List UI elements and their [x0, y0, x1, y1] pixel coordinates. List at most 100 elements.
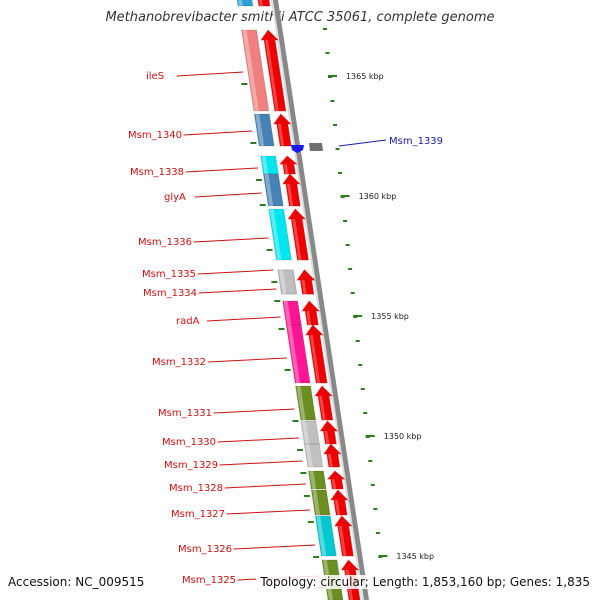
gene-bar[interactable]	[294, 385, 317, 421]
major-tick	[327, 75, 337, 77]
gene-label[interactable]: Msm_1338	[130, 167, 184, 178]
gene-arrow[interactable]	[278, 155, 299, 175]
gene-arrow[interactable]	[281, 173, 302, 207]
gene-marker	[296, 449, 303, 451]
gene-arrow[interactable]	[333, 515, 354, 557]
tick-mark	[358, 364, 363, 366]
accession-text: Accession: NC_009515	[8, 575, 145, 589]
gene-arrow[interactable]	[287, 208, 310, 261]
gene-arrow[interactable]	[304, 324, 328, 384]
gene-label[interactable]: Msm_1332	[152, 357, 206, 368]
gene-marker	[259, 204, 266, 206]
gene-arrow-shine	[301, 280, 307, 294]
gene-bar[interactable]	[235, 0, 254, 7]
gene-arrow-shine	[306, 311, 312, 325]
gene-arrow[interactable]	[326, 470, 347, 490]
tick-mark	[360, 388, 365, 390]
gene-bar[interactable]	[314, 515, 337, 557]
gene-feature[interactable]	[240, 29, 287, 112]
gene-arrow[interactable]	[296, 269, 316, 295]
gene-feature[interactable]	[285, 324, 328, 384]
gene-feature[interactable]	[262, 173, 302, 207]
gene-label[interactable]: Msm_1340	[128, 130, 182, 141]
gene-marker	[250, 142, 257, 144]
gene-arrow-shine	[286, 184, 294, 206]
gene-leader-line	[224, 483, 306, 489]
gene-feature[interactable]	[303, 443, 343, 468]
gene-arrow[interactable]	[329, 489, 350, 516]
gene-labels: ileS Msm_1340 Msm_1338 glyA Msm_1336 Msm_1335…	[128, 71, 443, 589]
gene-feature[interactable]	[253, 113, 293, 147]
gene-feature[interactable]	[307, 470, 347, 490]
gene-label[interactable]: Msm_1327	[171, 509, 225, 520]
scale-tick-label: 1360 kbp	[359, 192, 397, 201]
genome-title: Methanobrevibacter smithii ATCC 35061, c…	[105, 10, 495, 25]
reverse-gene-feature[interactable]	[291, 143, 323, 153]
gene-arrow-shine	[309, 335, 321, 383]
gene-bar-shine	[264, 174, 274, 206]
gene-label[interactable]: radA	[176, 316, 200, 327]
gene-leader-line	[217, 437, 299, 443]
gene-label[interactable]: Msm_1331	[158, 408, 212, 419]
gene-arrow-shine	[292, 219, 302, 260]
scale-tick-label: 1350 kbp	[384, 432, 422, 441]
gene-feature[interactable]	[314, 515, 354, 557]
gene-feature[interactable]	[260, 155, 299, 175]
gene-arrow[interactable]	[260, 29, 287, 112]
gene-marker	[313, 556, 320, 558]
gene-feature[interactable]	[268, 208, 310, 261]
reverse-gene-bar[interactable]	[309, 143, 323, 151]
gene-feature[interactable]	[277, 269, 316, 295]
gene-leader-line	[219, 460, 303, 466]
gene-label[interactable]: ileS	[146, 71, 164, 82]
gene-feature[interactable]	[310, 489, 350, 516]
scale-tick-label: 1345 kbp	[396, 552, 434, 561]
gene-bar[interactable]	[285, 324, 311, 384]
gene-bar[interactable]	[277, 269, 298, 295]
gene-leader-line	[226, 509, 310, 515]
reverse-gene-arrow[interactable]	[291, 145, 304, 153]
reverse-gene-label[interactable]: Msm_1339	[389, 136, 443, 147]
tick-mark	[355, 340, 360, 342]
gene-label[interactable]: Msm_1326	[178, 544, 232, 555]
tick-mark	[363, 412, 368, 414]
gene-arrow[interactable]	[255, 0, 272, 7]
gene-label[interactable]: Msm_1328	[169, 483, 223, 494]
gene-leader-line	[183, 130, 253, 136]
gene-feature[interactable]	[282, 300, 321, 326]
gene-bar[interactable]	[307, 470, 327, 490]
gene-arrow[interactable]	[272, 113, 293, 147]
gene-bar-shine	[296, 386, 306, 420]
gene-label[interactable]: Msm_1325	[182, 575, 236, 586]
gene-marker	[271, 281, 278, 283]
gene-label[interactable]: Msm_1329	[164, 460, 218, 471]
gene-leader-line	[233, 544, 316, 550]
gene-arrow-shine	[283, 164, 289, 174]
tick-mark	[345, 244, 350, 246]
gene-arrow[interactable]	[322, 443, 343, 468]
major-tick	[353, 315, 363, 317]
gene-marker	[292, 420, 299, 422]
gene-label[interactable]: Msm_1335	[142, 269, 196, 280]
major-tick	[365, 435, 375, 437]
gene-label[interactable]: glyA	[164, 192, 186, 203]
gene-bar-shine	[269, 209, 282, 260]
tick-mark	[343, 220, 348, 222]
gene-arrow[interactable]	[319, 420, 339, 445]
gene-bar[interactable]	[262, 173, 284, 207]
gene-feature[interactable]	[294, 385, 334, 421]
gene-label[interactable]: Msm_1330	[162, 437, 216, 448]
gene-feature[interactable]	[235, 0, 272, 7]
gene-label[interactable]: Msm_1336	[138, 237, 192, 248]
gene-bar-shine	[305, 444, 313, 467]
gene-bar[interactable]	[268, 208, 293, 261]
gene-bar[interactable]	[240, 29, 270, 112]
gene-label[interactable]: Msm_1334	[143, 288, 197, 299]
gene-bar[interactable]	[303, 443, 324, 468]
tick-mark	[370, 484, 375, 486]
gene-arrow[interactable]	[314, 385, 334, 421]
gene-bar[interactable]	[253, 113, 275, 147]
gene-feature[interactable]	[300, 420, 339, 445]
gene-marker	[284, 369, 291, 371]
gene-bar[interactable]	[310, 489, 331, 516]
